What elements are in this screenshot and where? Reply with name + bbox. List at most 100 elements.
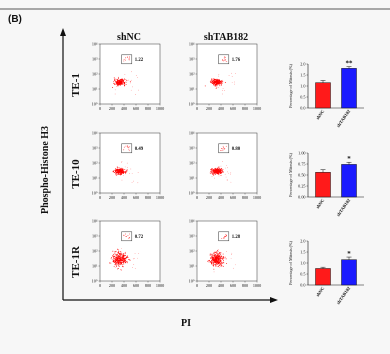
event-dot [219, 261, 221, 263]
event-dot [219, 255, 220, 256]
gate-dot [128, 57, 130, 59]
event-dot [221, 258, 223, 260]
event-dot [116, 170, 118, 172]
event-dot [117, 258, 119, 260]
event-dot [217, 252, 219, 254]
event-dot [210, 171, 212, 172]
event-dot [221, 90, 223, 91]
event-dot [123, 174, 124, 176]
event-dot [115, 259, 117, 261]
mitotic-gate [218, 231, 230, 242]
event-dot [215, 79, 217, 81]
event-dot [123, 80, 125, 82]
event-dot [225, 251, 227, 252]
event-dot [116, 258, 118, 260]
event-dot [217, 168, 219, 170]
y-tick-label: 10⁴ [92, 41, 98, 46]
event-dot [114, 259, 116, 261]
event-dot [233, 83, 235, 85]
event-dot [220, 165, 222, 167]
y-tick-label: 10⁰ [92, 278, 98, 283]
event-dot [213, 254, 215, 256]
event-dot [219, 256, 221, 258]
bar-y-axis-label: Percentage of Mitosis (%) [288, 63, 293, 107]
event-dot [121, 173, 123, 175]
event-dot [117, 171, 119, 173]
event-dot [121, 262, 123, 263]
event-dot [213, 271, 215, 273]
event-dot [112, 259, 114, 261]
event-dot [224, 167, 226, 169]
event-dot [126, 82, 127, 83]
event-dot [215, 169, 217, 171]
gate-dot [125, 145, 127, 147]
event-dot [219, 262, 221, 264]
event-dot [120, 262, 122, 264]
event-dot [223, 171, 224, 173]
event-dot [120, 170, 122, 172]
event-dot [116, 172, 117, 174]
event-dot [117, 262, 119, 264]
event-dot [220, 174, 222, 176]
event-dot [214, 173, 216, 175]
mitotic-gate [218, 143, 230, 154]
event-dot [216, 255, 218, 257]
event-dot [216, 258, 217, 260]
gate-percentage: 1.22 [135, 58, 144, 63]
event-dot [114, 264, 116, 266]
event-dot [217, 172, 219, 174]
event-dot [120, 169, 122, 171]
event-dot [117, 248, 118, 250]
event-dot [213, 170, 215, 171]
event-dot [230, 258, 232, 260]
event-dot [214, 78, 216, 80]
flow-plot-te-1r-shtab182: 10⁰ 10¹ 10² 10³ 10⁴ 0 200 400 600 800 1000 1.28 [189, 218, 262, 288]
event-dot [117, 252, 119, 254]
event-dot [117, 261, 119, 262]
gate-dot [123, 235, 125, 237]
gate-dot [125, 59, 126, 61]
bar-shnc [315, 268, 331, 286]
bar-shtab182 [341, 164, 357, 198]
event-dot [124, 261, 125, 263]
event-dot [212, 171, 213, 173]
gate-dot [222, 59, 223, 61]
bar-y-tick-label: 1.0 [300, 83, 305, 88]
event-dot [114, 253, 116, 255]
event-dot [122, 256, 124, 258]
gate-dot [128, 237, 130, 239]
event-dot [118, 172, 119, 174]
column-header-shtab182: shTAB182 [204, 32, 248, 43]
x-tick-label: 800 [242, 195, 248, 200]
event-dot [115, 267, 117, 268]
event-dot [130, 89, 132, 91]
event-dot [116, 259, 118, 261]
event-dot [117, 259, 118, 261]
event-dot [129, 173, 130, 175]
event-dot [218, 252, 220, 254]
event-dot [220, 171, 222, 173]
gate-dot [222, 149, 224, 151]
event-dot [132, 258, 134, 260]
event-dot [118, 84, 120, 86]
x-tick-label: 0 [99, 283, 101, 288]
event-dot [219, 263, 221, 265]
event-dot [118, 173, 120, 175]
event-dot [118, 251, 120, 253]
gate-dot [221, 238, 223, 239]
event-dot [121, 248, 122, 249]
y-tick-label: 10⁰ [92, 101, 98, 106]
event-dot [113, 255, 115, 257]
event-dot [117, 78, 119, 80]
x-tick-label: 800 [145, 283, 151, 288]
event-dot [230, 173, 231, 175]
event-dot [217, 169, 219, 171]
event-dot [116, 171, 118, 173]
y-tick-label: 10² [92, 160, 98, 165]
y-tick-label: 10¹ [92, 175, 98, 180]
gate-dot [129, 146, 131, 148]
x-tick-label: 200 [206, 195, 212, 200]
event-dot [130, 168, 132, 170]
event-dot [113, 81, 115, 83]
event-dot [215, 167, 217, 169]
